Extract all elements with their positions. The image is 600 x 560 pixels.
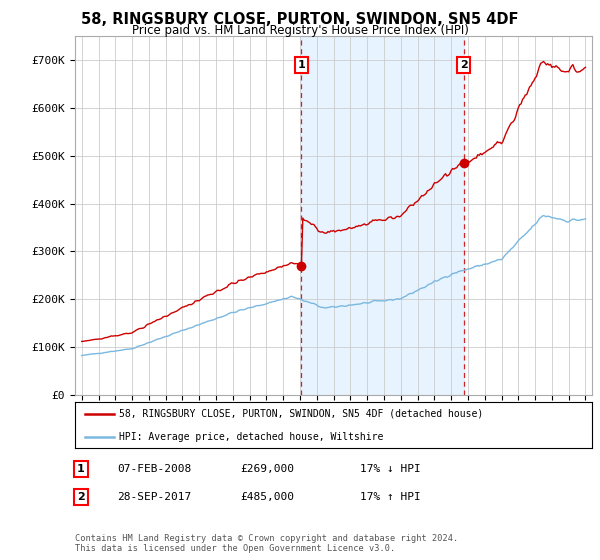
- Text: 28-SEP-2017: 28-SEP-2017: [117, 492, 191, 502]
- Text: 17% ↑ HPI: 17% ↑ HPI: [360, 492, 421, 502]
- Text: £485,000: £485,000: [240, 492, 294, 502]
- Text: Price paid vs. HM Land Registry's House Price Index (HPI): Price paid vs. HM Land Registry's House …: [131, 24, 469, 37]
- Text: 1: 1: [298, 60, 305, 70]
- Text: 17% ↓ HPI: 17% ↓ HPI: [360, 464, 421, 474]
- Text: 07-FEB-2008: 07-FEB-2008: [117, 464, 191, 474]
- Bar: [301, 36, 464, 395]
- Text: 2: 2: [77, 492, 85, 502]
- Text: £269,000: £269,000: [240, 464, 294, 474]
- Text: 58, RINGSBURY CLOSE, PURTON, SWINDON, SN5 4DF (detached house): 58, RINGSBURY CLOSE, PURTON, SWINDON, SN…: [119, 409, 483, 418]
- Text: 1: 1: [77, 464, 85, 474]
- Text: 58, RINGSBURY CLOSE, PURTON, SWINDON, SN5 4DF: 58, RINGSBURY CLOSE, PURTON, SWINDON, SN…: [81, 12, 519, 27]
- Text: 2: 2: [460, 60, 467, 70]
- Text: HPI: Average price, detached house, Wiltshire: HPI: Average price, detached house, Wilt…: [119, 432, 383, 441]
- Text: Contains HM Land Registry data © Crown copyright and database right 2024.
This d: Contains HM Land Registry data © Crown c…: [75, 534, 458, 553]
